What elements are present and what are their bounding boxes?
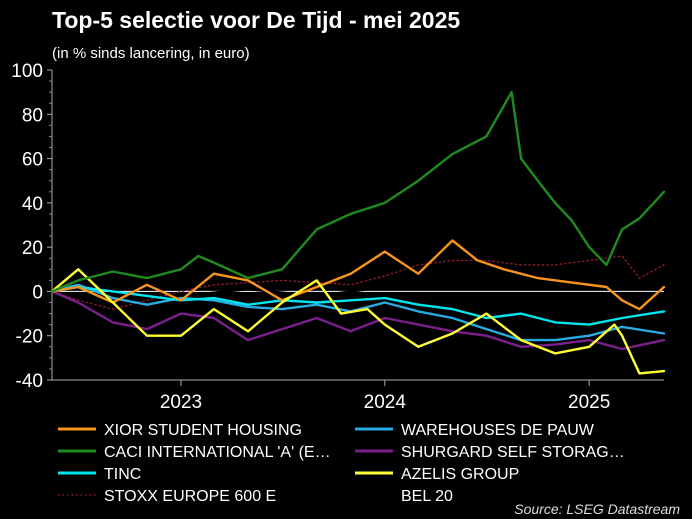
chart-title: Top-5 selectie voor De Tijd - mei 2025	[52, 7, 460, 33]
y-tick-label: 0	[32, 282, 43, 303]
series-line-5	[50, 268, 666, 375]
y-tick-label: 40	[22, 194, 43, 215]
series-line-6	[51, 255, 665, 310]
source-note: Source: LSEG Datastream	[514, 501, 680, 517]
legend-label: AZELIS GROUP	[401, 466, 519, 483]
y-tick-label: 60	[22, 150, 43, 171]
y-tick-label: 100	[11, 61, 43, 82]
y-tick-label: 80	[22, 105, 43, 126]
series-line-0	[50, 239, 666, 311]
y-tick-label: 20	[22, 238, 43, 259]
y-tick-label: -20	[16, 327, 43, 348]
chart-subtitle: (in % sinds lancering, in euro)	[52, 45, 250, 62]
legend-label: WAREHOUSES DE PAUW	[401, 422, 595, 439]
legend-label: XIOR STUDENT HOUSING	[104, 422, 302, 439]
series-line-2	[50, 90, 666, 293]
y-ticks: -40 -20 0 20 40 60 80 100	[11, 61, 52, 392]
x-tick-label: 2024	[364, 392, 407, 413]
x-tick-label: 2023	[160, 392, 202, 413]
plot-area: -40 -20 0 20 40 60 80 100 2023 2024 2025	[11, 61, 666, 413]
series-line-4	[50, 285, 666, 326]
legend-label: CACI INTERNATIONAL 'A' (E…	[104, 444, 331, 461]
legend-label: STOXX EUROPE 600 E	[104, 488, 276, 505]
legend-label: BEL 20	[401, 488, 453, 505]
x-ticks: 2023 2024 2025	[160, 380, 610, 413]
legend-label: SHURGARD SELF STORAG…	[401, 444, 625, 461]
legend-label: TINC	[104, 466, 141, 483]
legend: XIOR STUDENT HOUSING WAREHOUSES DE PAUW CA…	[58, 422, 625, 505]
y-tick-label: -40	[16, 371, 43, 392]
series-line-3	[50, 290, 666, 351]
x-tick-label: 2025	[568, 392, 610, 413]
series-lines	[50, 90, 666, 375]
